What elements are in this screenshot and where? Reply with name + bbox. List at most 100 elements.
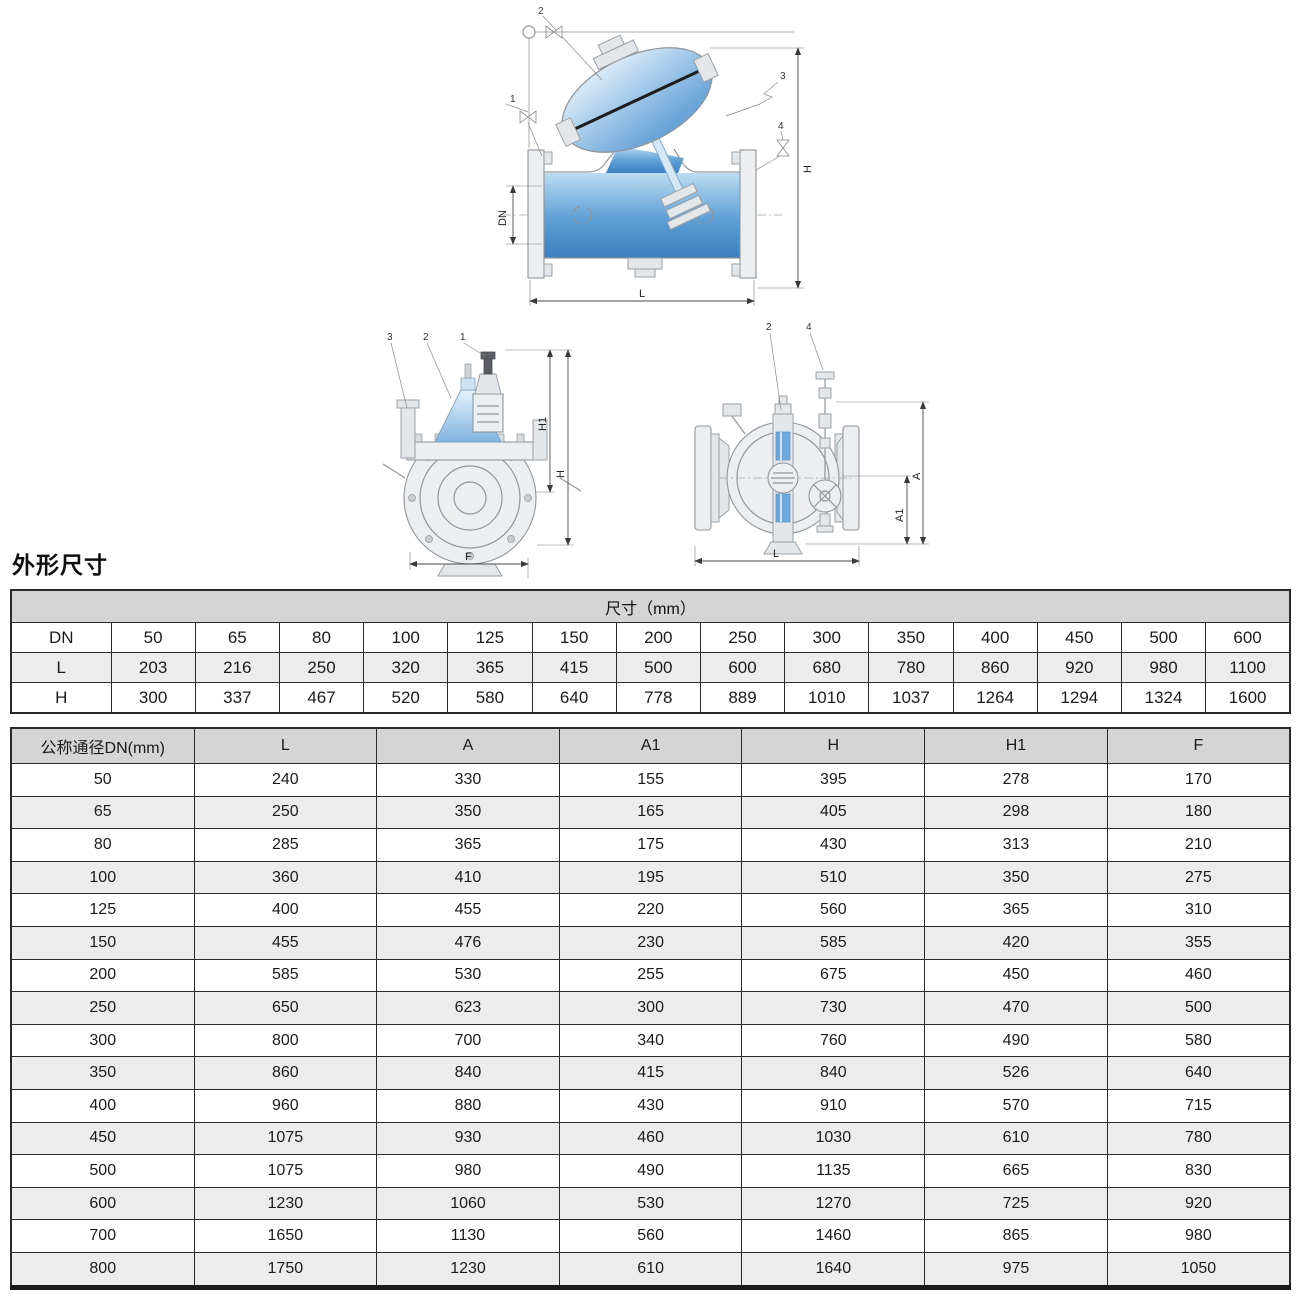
cell: 220: [558, 893, 743, 927]
callout-2-group: 2: [522, 6, 794, 148]
cell: 1460: [741, 1219, 926, 1253]
cell: 150: [10, 925, 195, 960]
cell: 1270: [741, 1186, 926, 1221]
cell: 1075: [193, 1154, 378, 1188]
cell: 450: [924, 958, 1108, 993]
dim-h1-label: H1: [537, 417, 549, 431]
cell: 570: [924, 1088, 1108, 1123]
dim-l-label: L: [773, 548, 779, 560]
table-row: 400 960 880 430 910 570 715: [10, 1088, 1291, 1123]
cell: 170: [1106, 763, 1291, 797]
cell: 175: [558, 828, 743, 862]
cell: 1135: [741, 1154, 926, 1188]
cell: 80: [278, 622, 365, 653]
cell: 530: [558, 1186, 743, 1221]
cell: 455: [193, 925, 378, 960]
cell: 889: [699, 682, 786, 714]
cell: 460: [1106, 958, 1291, 993]
cell: 930: [376, 1121, 560, 1156]
callouts-front: 3 2 1: [387, 332, 486, 409]
cell: 980: [376, 1154, 560, 1188]
cell: 350: [10, 1056, 195, 1090]
dim-dn: DN: [497, 185, 542, 245]
cell: 1600: [1205, 682, 1291, 714]
cell: 1324: [1120, 682, 1207, 714]
callout-3-label: 3: [387, 332, 393, 343]
callout-2-label: 2: [766, 322, 772, 333]
diaphragm-chamber: [555, 34, 719, 197]
water-fill: [544, 146, 740, 258]
cell: 250: [193, 795, 378, 830]
dim-f-label: F: [465, 551, 472, 563]
cell: 125: [10, 893, 195, 927]
seat-assembly: [659, 182, 712, 231]
cell: 313: [924, 828, 1108, 862]
drawing-cross-section: 2 1 3 4: [497, 6, 814, 306]
row-header: H: [10, 682, 112, 714]
cell: 200: [10, 958, 195, 993]
cell: 490: [558, 1154, 743, 1188]
cell: 1750: [193, 1251, 378, 1288]
cell: 298: [924, 795, 1108, 830]
cell: 155: [558, 763, 743, 797]
cell: 600: [1205, 622, 1291, 653]
table-row: 800 1750 1230 610 1640 975 1050: [10, 1251, 1291, 1288]
cell: 1030: [741, 1121, 926, 1156]
table-row: H 300 337 467 520 580 640 778 889 1010 1037 1264 129…: [10, 682, 1291, 714]
cell: 623: [376, 991, 560, 1025]
cell: 500: [10, 1154, 195, 1188]
dim-dn-label: DN: [497, 210, 509, 226]
cell: 675: [741, 958, 926, 993]
callouts-side: 2 4: [766, 322, 824, 411]
cell: 300: [784, 622, 870, 653]
regulator-pilot: [472, 351, 504, 433]
cell: 980: [1120, 652, 1207, 683]
table-row: 250 650 623 300 730 470 500: [10, 991, 1291, 1025]
table-row: 300 800 700 340 760 490 580: [10, 1023, 1291, 1058]
dim-h-front: H: [537, 349, 574, 546]
cell: 300: [110, 682, 196, 714]
cell: 580: [447, 682, 533, 714]
cell: 450: [1036, 622, 1122, 653]
cell: 400: [193, 893, 378, 927]
cell: 100: [363, 622, 449, 653]
cell: 300: [10, 1023, 195, 1058]
cell: 430: [741, 828, 926, 862]
cell: 1264: [952, 682, 1038, 714]
cell: 800: [193, 1023, 378, 1058]
valve-flanges: [527, 149, 757, 279]
table-row: L 203 216 250 320 365 415 500 600 680 780 860 920 980…: [10, 652, 1291, 683]
cell: 1075: [193, 1121, 378, 1156]
cell: 216: [194, 652, 280, 683]
cell: 285: [193, 828, 378, 862]
table-row: 450 1075 930 460 1030 610 780: [10, 1121, 1291, 1156]
cell: 640: [1106, 1056, 1291, 1090]
dim-l-side: L: [694, 546, 860, 566]
cell: 278: [924, 763, 1108, 797]
cell: 125: [447, 622, 533, 653]
dim-a1: A1: [843, 475, 911, 545]
callout-2-label: 2: [538, 6, 544, 17]
cell: 1650: [193, 1219, 378, 1253]
cell: 210: [1106, 828, 1291, 862]
cell: 778: [615, 682, 701, 714]
drawing-side-view: 2 4 A A1 L: [694, 322, 929, 566]
cell: 50: [10, 763, 195, 797]
column-header: L: [193, 727, 378, 764]
cell: 610: [924, 1121, 1108, 1156]
cell: 680: [784, 652, 870, 683]
table-row: 350 860 840 415 840 526 640: [10, 1056, 1291, 1090]
cell: 1100: [1205, 652, 1291, 683]
cell: 230: [558, 925, 743, 960]
cell: 530: [376, 958, 560, 993]
cell: 1050: [1106, 1251, 1291, 1288]
table-row: 150 455 476 230 585 420 355: [10, 925, 1291, 960]
cell: 830: [1106, 1154, 1291, 1188]
column-header: A1: [558, 727, 743, 764]
cell: 1060: [376, 1186, 560, 1221]
table-header-row: 公称通径DN(mm) L A A1 H H1 F: [10, 727, 1291, 764]
cell: 1640: [741, 1251, 926, 1288]
cell: 585: [741, 925, 926, 960]
cell: 476: [376, 925, 560, 960]
